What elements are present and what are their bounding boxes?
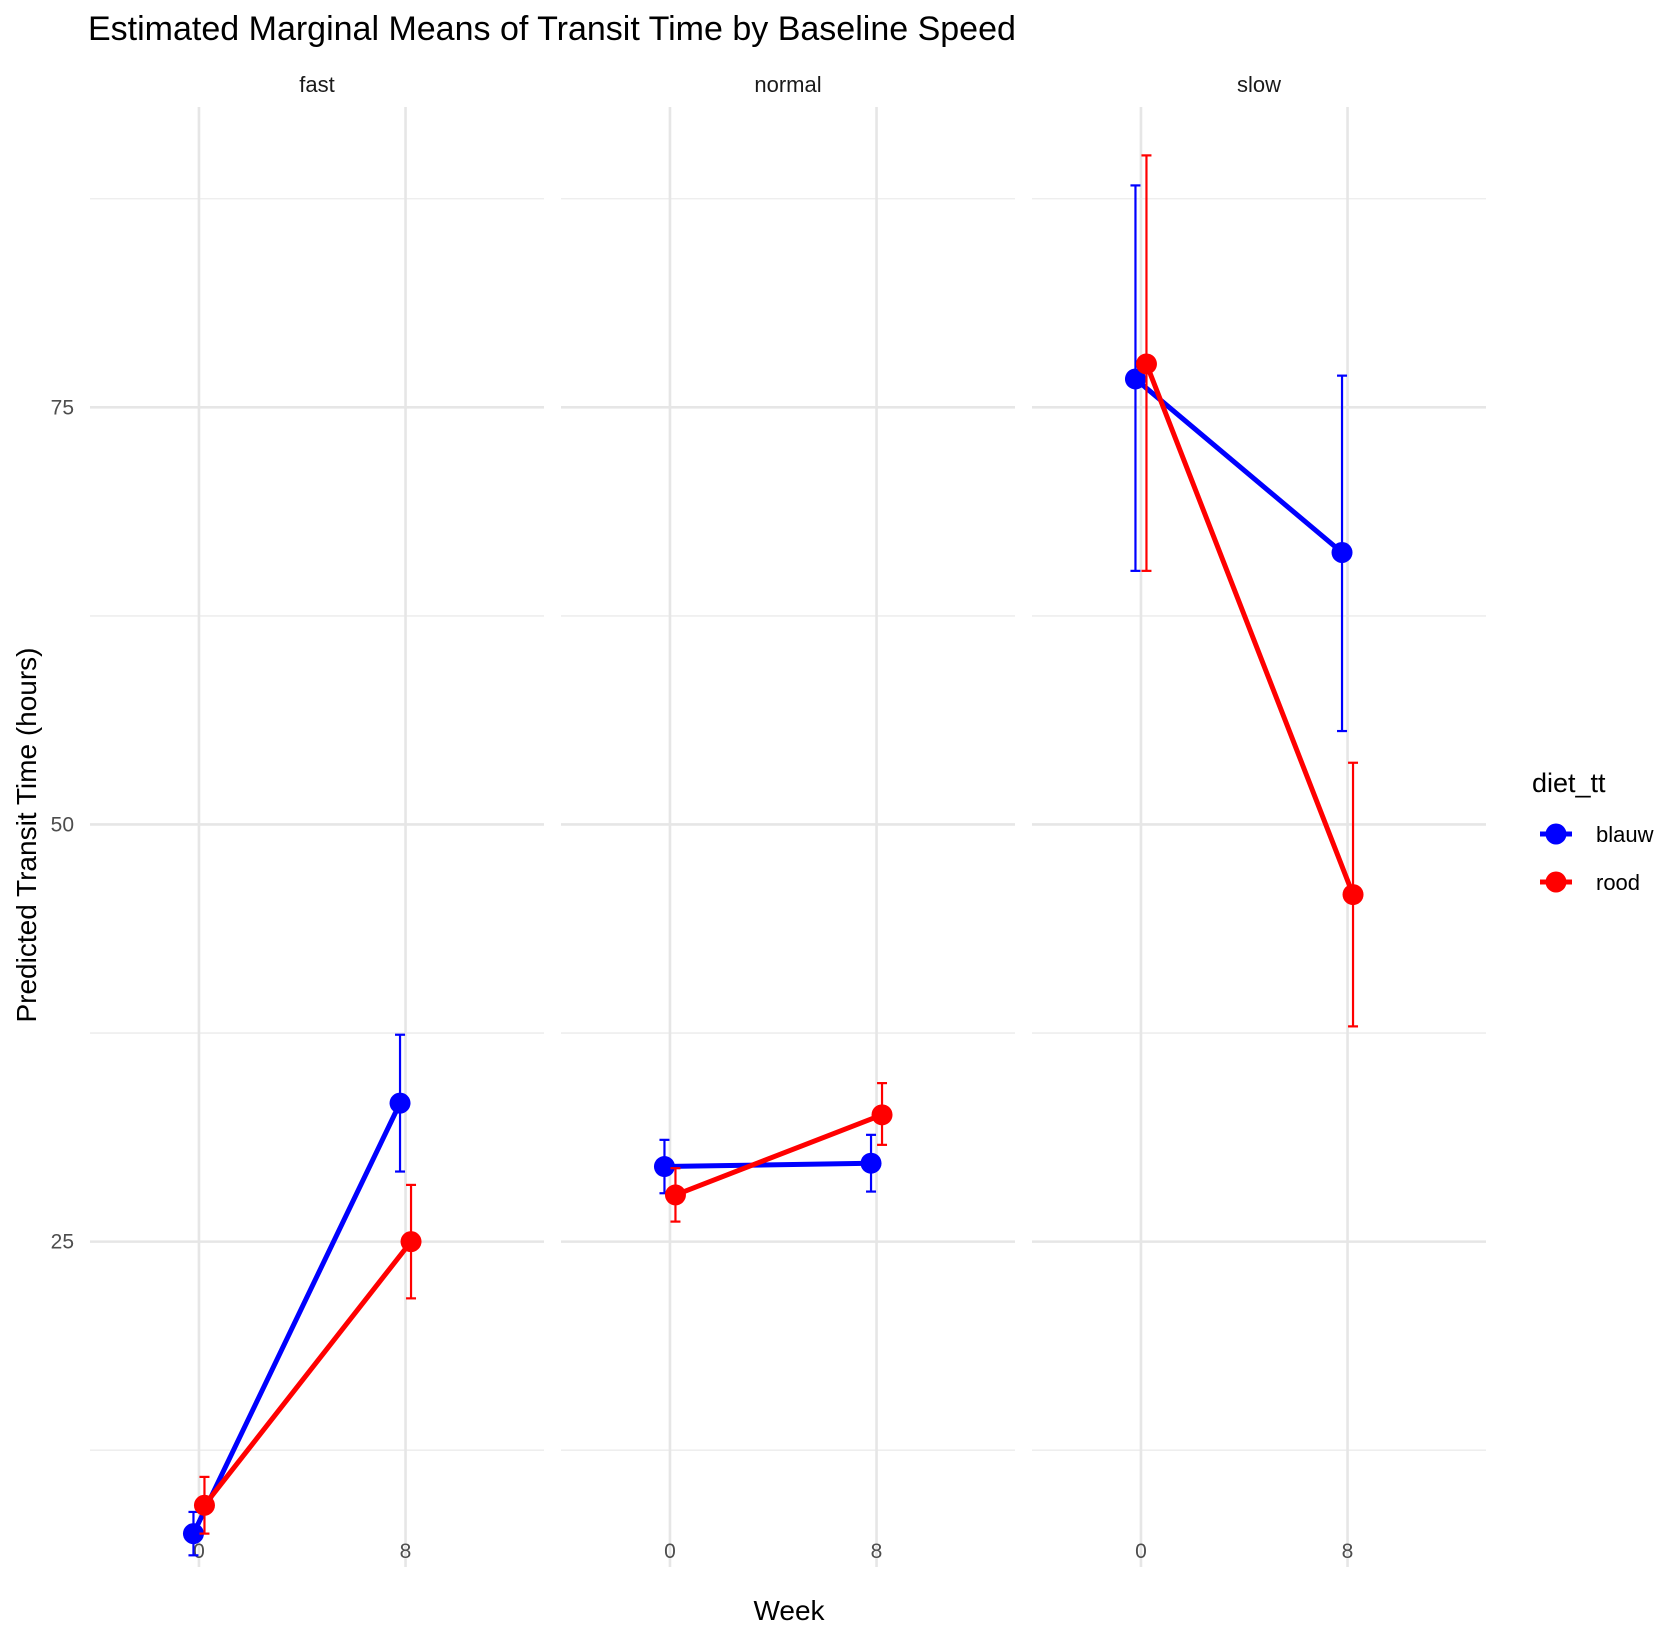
x-tick-label: 0 (664, 1540, 676, 1563)
data-point (1124, 368, 1146, 390)
y-tick-label: 50 (51, 813, 74, 836)
series-line (661, 1160, 874, 1170)
data-point (193, 1494, 215, 1516)
data-point (389, 1092, 411, 1114)
series-rood (193, 1183, 422, 1535)
legend-label: blauw (1596, 822, 1654, 847)
data-point (664, 1184, 686, 1206)
x-tick-label: 8 (400, 1540, 412, 1563)
facet-strip-label: slow (1237, 72, 1281, 97)
series-rood (1135, 154, 1364, 1028)
y-tick-label: 25 (51, 1231, 74, 1254)
legend-key-point (1545, 871, 1567, 893)
data-point (871, 1104, 893, 1126)
data-point (1331, 542, 1353, 564)
data-point (1342, 884, 1364, 906)
series-blauw (182, 1033, 411, 1557)
legend-title: diet_tt (1532, 768, 1606, 798)
series-line (190, 1100, 403, 1537)
facet-strip-label: fast (299, 72, 334, 97)
legend-items: blauw rood (1540, 822, 1654, 895)
data-point (860, 1152, 882, 1174)
series-line (1132, 376, 1345, 556)
facet-panel-slow: slow 0 8 (1032, 72, 1486, 1567)
facet-panel-fast: fast 0 8 (90, 72, 544, 1567)
y-axis-ticks: 25 50 75 (51, 396, 74, 1253)
series-line (672, 1112, 885, 1198)
facet-panel-normal: normal 0 8 (561, 72, 1015, 1567)
data-point (182, 1523, 204, 1545)
facet-strip-label: normal (754, 72, 821, 97)
data-point (1135, 353, 1157, 375)
data-point (653, 1156, 675, 1178)
legend-key-point (1545, 823, 1567, 845)
legend-label: rood (1596, 870, 1640, 895)
series-line (201, 1239, 414, 1508)
x-tick-label: 0 (1135, 1540, 1147, 1563)
series-blauw (1124, 184, 1353, 733)
y-axis-title: Predicted Transit Time (hours) (11, 647, 42, 1022)
chart-title: Estimated Marginal Means of Transit Time… (88, 10, 1016, 48)
series-blauw (653, 1133, 882, 1195)
legend-item-blauw: blauw (1540, 822, 1654, 847)
x-tick-label: 0 (193, 1540, 205, 1563)
legend-item-rood: rood (1540, 870, 1640, 895)
series-rood (664, 1082, 893, 1223)
y-tick-label: 75 (51, 396, 74, 419)
data-point (400, 1231, 422, 1253)
x-axis-title: Week (753, 1595, 825, 1626)
facets: fast 0 8 normal 0 8 slow 0 8 25 50 75 (51, 72, 1486, 1567)
x-tick-label: 8 (1342, 1540, 1354, 1563)
legend: diet_tt blauw rood (1532, 768, 1654, 895)
series-line (1143, 361, 1356, 898)
x-tick-label: 8 (871, 1540, 883, 1563)
